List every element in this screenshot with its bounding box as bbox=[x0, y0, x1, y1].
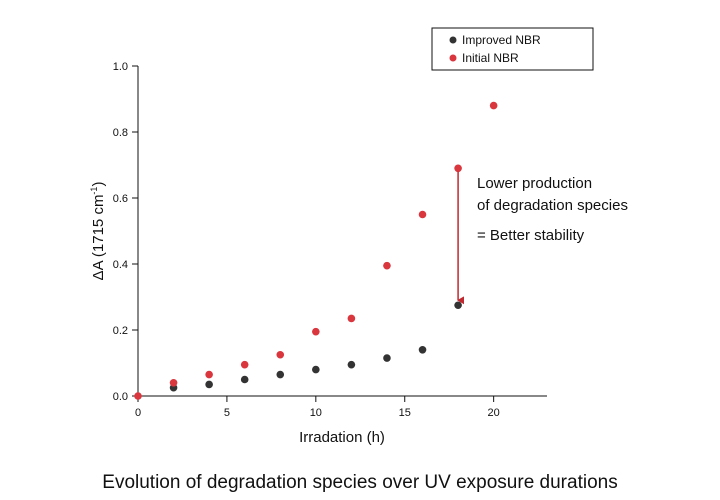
x-tick-label: 10 bbox=[310, 407, 322, 419]
data-point-improved-nbr bbox=[205, 380, 213, 389]
annotation-line-3: = Better stability bbox=[477, 227, 585, 244]
data-point-initial-nbr bbox=[240, 360, 249, 369]
data-point-improved-nbr bbox=[276, 370, 285, 379]
data-point-improved-nbr bbox=[383, 354, 391, 362]
y-axis-title-close: ) bbox=[90, 182, 107, 187]
annotation-line-1: Lower production bbox=[477, 175, 592, 192]
x-tick-label: 0 bbox=[135, 407, 141, 419]
legend: Improved NBR Initial NBR bbox=[431, 27, 594, 71]
data-point-initial-nbr bbox=[205, 370, 213, 379]
y-tick-label: 0.8 bbox=[113, 127, 128, 139]
y-tick-label: 0.0 bbox=[113, 391, 128, 403]
series-layer bbox=[134, 101, 498, 400]
x-ticks: 0 5 10 15 20 bbox=[135, 396, 500, 419]
x-tick-label: 5 bbox=[224, 407, 230, 419]
legend-marker-improved-nbr bbox=[449, 36, 457, 44]
y-axis-title: ΔA (1715 cm-1) bbox=[89, 182, 107, 281]
data-point-improved-nbr bbox=[418, 346, 427, 354]
figure-caption: Evolution of degradation species over UV… bbox=[102, 472, 618, 493]
data-point-initial-nbr bbox=[454, 164, 462, 173]
y-ticks: 0.0 0.2 0.4 0.6 0.8 1.0 bbox=[113, 61, 138, 403]
legend-marker-initial-nbr bbox=[449, 54, 457, 62]
legend-label-improved-nbr: Improved NBR bbox=[462, 33, 541, 47]
data-point-improved-nbr bbox=[454, 301, 462, 310]
x-tick-label: 15 bbox=[399, 407, 411, 419]
legend-box bbox=[431, 27, 594, 71]
y-tick-label: 1.0 bbox=[113, 61, 128, 73]
data-point-initial-nbr bbox=[276, 350, 285, 359]
data-point-initial-nbr bbox=[489, 101, 498, 110]
data-point-initial-nbr bbox=[418, 210, 427, 219]
data-point-initial-nbr bbox=[312, 327, 320, 336]
y-tick-label: 0.4 bbox=[113, 259, 128, 271]
data-point-improved-nbr bbox=[240, 375, 249, 384]
y-tick-label: 0.6 bbox=[113, 193, 128, 205]
data-point-improved-nbr bbox=[347, 360, 356, 369]
y-axis-title-main: ΔA (1715 cm bbox=[90, 195, 107, 281]
x-tick-label: 20 bbox=[488, 407, 500, 419]
data-point-initial-nbr bbox=[347, 314, 356, 323]
data-point-initial-nbr bbox=[169, 379, 178, 387]
legend-label-initial-nbr: Initial NBR bbox=[462, 51, 519, 65]
chart: 0 5 10 15 20 0.0 0.2 0.4 0.6 0.8 1.0 Irradation (… bbox=[89, 27, 628, 446]
y-tick-label: 0.2 bbox=[113, 325, 128, 337]
data-point-initial-nbr bbox=[383, 261, 391, 270]
y-axis-title-sup: -1 bbox=[89, 187, 99, 195]
data-point-improved-nbr bbox=[312, 365, 320, 374]
x-axis-title: Irradation (h) bbox=[299, 429, 385, 446]
data-point-initial-nbr bbox=[134, 392, 142, 400]
annotation-line-2: of degradation species bbox=[477, 197, 628, 214]
